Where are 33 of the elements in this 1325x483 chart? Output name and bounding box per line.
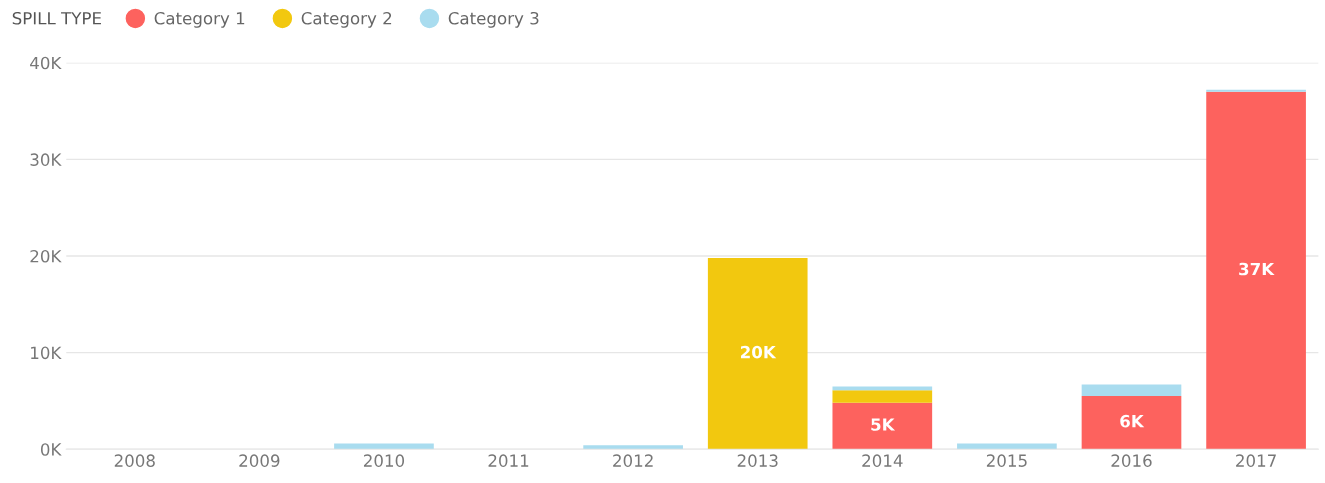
y-tick-label: 40K (30, 56, 62, 70)
y-tick-label: 0K (40, 443, 62, 456)
data-label: 37K (1239, 262, 1275, 276)
x-tick-label: 2009 (239, 454, 280, 467)
x-tick-label: 2016 (1111, 454, 1152, 467)
bar (707, 257, 808, 450)
bar (583, 445, 683, 450)
bar (1081, 396, 1182, 450)
y-tick-label: 30K (30, 153, 62, 166)
y-tick-label: 20K (30, 249, 62, 263)
legend-label: Category 3 (448, 11, 539, 28)
x-tick-label: 2011 (488, 454, 529, 467)
bar (1081, 384, 1182, 397)
data-label: 5K (871, 418, 896, 431)
bar (957, 443, 1057, 450)
data-label: 6K (1120, 414, 1145, 428)
data-label: 20K (740, 345, 777, 359)
legend-label: Category 2 (301, 11, 392, 28)
y-tick-label: 10K (31, 346, 62, 360)
x-tick-label: 2015 (986, 454, 1027, 467)
bar (1206, 91, 1306, 450)
x-tick-label: 2013 (737, 454, 778, 467)
bar (832, 402, 933, 450)
x-tick-label: 2012 (613, 454, 653, 467)
x-tick-label: 2017 (1236, 454, 1276, 467)
x-tick-label: 2010 (363, 454, 405, 467)
x-tick-label: 2014 (862, 454, 903, 467)
bar (334, 443, 434, 450)
bar (832, 386, 933, 391)
legend-title: SPILL TYPE (12, 11, 101, 25)
bar (832, 390, 933, 403)
x-tick-label: 2008 (114, 454, 155, 467)
legend-label: Category 1 (154, 11, 245, 28)
